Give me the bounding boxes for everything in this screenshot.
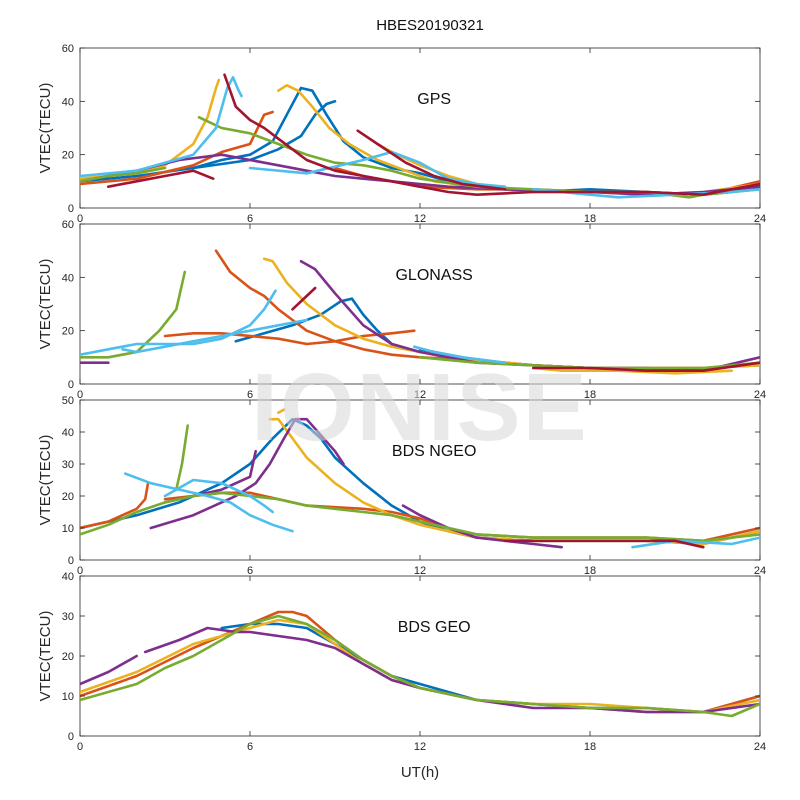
series-line-2-1 — [80, 481, 150, 530]
y-axis-label-0: VTEC(TECU) — [37, 83, 54, 174]
series-line-1-10 — [80, 289, 277, 356]
series-line-0-11 — [248, 150, 507, 188]
panel-3: 0 6 12 18 24 0 10 20 30 40 VTEC(TECU) BDS GEO — [37, 571, 766, 753]
y-tick-label-2-3: 30 — [62, 459, 74, 471]
x-tick-label-2-4: 24 — [754, 565, 766, 577]
x-tick-label-0-0: 0 — [77, 213, 83, 225]
y-tick-label-2-5: 50 — [62, 395, 74, 407]
series-group-3 — [80, 610, 760, 718]
series-line-3-5 — [80, 614, 760, 718]
x-tick-label-1-3: 18 — [584, 389, 596, 401]
series-line-2-7 — [401, 504, 563, 549]
series-line-1-3 — [163, 329, 416, 346]
x-tick-label-1-2: 12 — [414, 389, 426, 401]
x-tick-label-2-3: 18 — [584, 565, 596, 577]
series-line-0-15 — [356, 129, 507, 191]
series-line-2-10 — [124, 472, 294, 533]
series-line-1-14 — [532, 361, 760, 372]
series-line-1-13 — [291, 286, 317, 311]
y-tick-label-0-3: 60 — [62, 43, 74, 55]
y-tick-label-0-1: 20 — [62, 150, 74, 162]
panel-title-3: BDS GEO — [398, 619, 471, 636]
y-tick-label-3-1: 10 — [62, 691, 74, 703]
plot-area-0 — [79, 47, 761, 209]
y-tick-label-3-0: 0 — [68, 731, 74, 743]
series-line-0-10 — [80, 76, 243, 178]
series-line-0-9 — [80, 166, 167, 183]
y-tick-label-1-1: 20 — [62, 326, 74, 338]
y-tick-label-3-4: 40 — [62, 571, 74, 583]
x-tick-label-0-2: 12 — [414, 213, 426, 225]
y-tick-label-0-2: 40 — [62, 96, 74, 108]
series-line-0-12 — [532, 188, 760, 199]
series-line-1-5 — [532, 366, 733, 375]
x-tick-label-2-2: 12 — [414, 565, 426, 577]
series-line-2-8 — [80, 491, 760, 543]
panel-title-1: GLONASS — [395, 267, 472, 284]
series-group-0 — [80, 73, 760, 199]
y-tick-label-1-2: 40 — [62, 272, 74, 284]
series-line-2-9 — [175, 424, 189, 491]
x-tick-label-1-1: 6 — [247, 389, 253, 401]
series-line-2-5 — [149, 417, 345, 530]
x-tick-label-0-3: 18 — [584, 213, 596, 225]
x-axis-label: UT(h) — [401, 764, 439, 781]
series-line-1-8 — [80, 270, 187, 359]
series-line-2-4 — [277, 408, 286, 415]
y-tick-label-0-0: 0 — [68, 203, 74, 215]
x-tick-label-0-1: 6 — [247, 213, 253, 225]
y-tick-label-2-2: 20 — [62, 491, 74, 503]
panel-title-2: BDS NGEO — [392, 443, 476, 460]
series-group-2 — [80, 408, 760, 549]
y-tick-label-2-0: 0 — [68, 555, 74, 567]
series-line-2-13 — [503, 539, 705, 549]
series-group-1 — [80, 249, 760, 375]
panel-2: 0 6 12 18 24 0 10 20 30 40 50 VTEC(TECU) BDS NGEO — [37, 395, 766, 577]
x-tick-label-3-4: 24 — [754, 741, 766, 753]
watermark: IONISE — [251, 354, 588, 461]
series-line-0-13 — [223, 73, 760, 196]
series-line-3-4 — [143, 626, 760, 714]
y-tick-label-1-3: 60 — [62, 219, 74, 231]
x-tick-label-3-2: 12 — [414, 741, 426, 753]
y-tick-label-2-4: 40 — [62, 427, 74, 439]
x-tick-label-1-0: 0 — [77, 389, 83, 401]
series-line-1-0 — [234, 297, 422, 354]
y-axis-label-3: VTEC(TECU) — [37, 611, 54, 702]
y-tick-label-3-2: 20 — [62, 651, 74, 663]
series-line-0-14 — [107, 169, 215, 188]
y-tick-label-1-0: 0 — [68, 379, 74, 391]
series-line-1-11 — [121, 318, 308, 354]
y-tick-label-2-1: 10 — [62, 523, 74, 535]
series-line-2-12 — [631, 536, 760, 549]
x-tick-label-3-3: 18 — [584, 741, 596, 753]
panel-title-0: GPS — [417, 91, 451, 108]
x-tick-label-0-4: 24 — [754, 213, 766, 225]
figure-title: HBES20190321 — [376, 17, 484, 34]
x-tick-label-1-4: 24 — [754, 389, 766, 401]
x-tick-label-2-1: 6 — [247, 565, 253, 577]
y-tick-label-3-3: 30 — [62, 611, 74, 623]
y-axis-label-2: VTEC(TECU) — [37, 435, 54, 526]
y-axis-label-1: VTEC(TECU) — [37, 259, 54, 350]
panel-0: 0 6 12 18 24 0 20 40 60 VTEC(TECU) GPS — [37, 43, 766, 225]
series-line-0-2 — [80, 110, 274, 186]
panel-1: 0 6 12 18 24 0 20 40 60 VTEC(TECU) GLONASS — [37, 219, 766, 401]
series-line-2-11 — [163, 478, 274, 514]
series-line-1-12 — [413, 345, 507, 364]
series-line-3-3 — [80, 654, 138, 686]
x-tick-label-3-1: 6 — [247, 741, 253, 753]
x-tick-label-2-0: 0 — [77, 565, 83, 577]
x-tick-label-3-0: 0 — [77, 741, 83, 753]
